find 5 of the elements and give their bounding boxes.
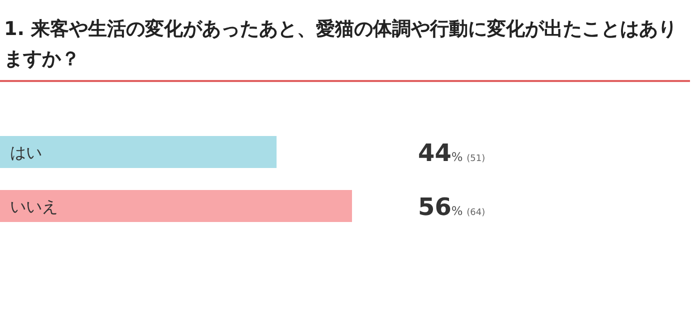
y-tick-label: いいえ [10,197,58,216]
y-tick-label: はい [10,143,42,162]
chart-title: 1. 来客や生活の変化があったあと、愛猫の体調や行動に変化が出たことはありますか？ [4,17,678,72]
data-label: 56% (64) [418,193,486,221]
data-label: 44% (51) [418,139,486,167]
